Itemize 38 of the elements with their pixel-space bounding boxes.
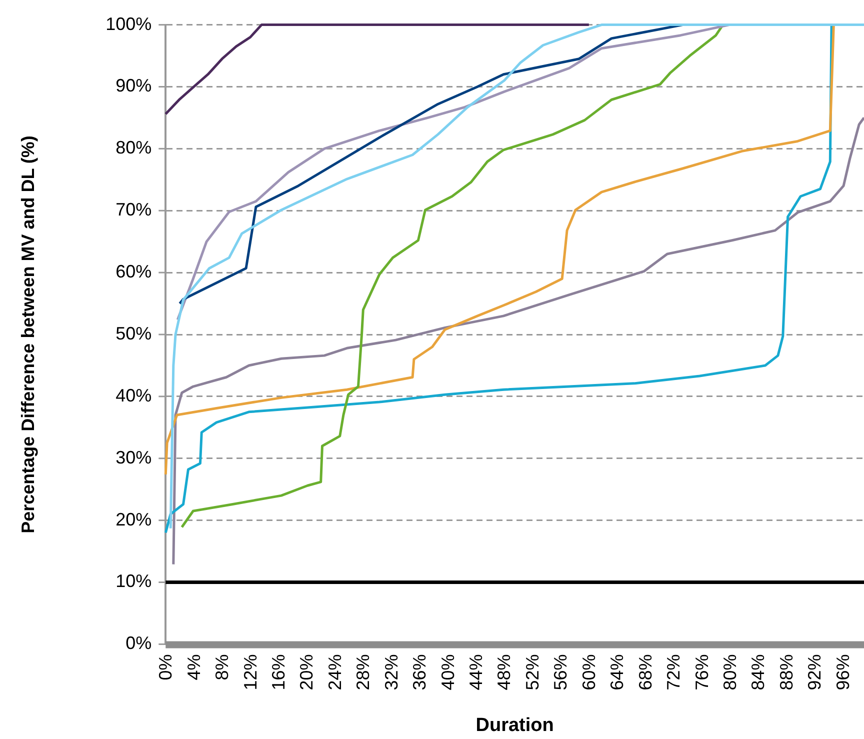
x-tick-label: 12% (240, 654, 260, 690)
x-tick-label: 40% (438, 654, 458, 690)
y-tick-label: 50% (116, 323, 152, 344)
x-tick-label: 32% (381, 654, 402, 690)
y-tick-label: 60% (116, 262, 152, 282)
x-tick-label: 36% (410, 654, 430, 690)
x-tick-label: 20% (296, 654, 317, 690)
x-tick-label: 72% (664, 654, 684, 690)
y-tick-label: 70% (116, 200, 152, 220)
y-axis-title: Percentage Difference between MV and DL (%) (18, 136, 38, 534)
x-tick-label: 64% (607, 654, 628, 690)
y-tick-label: 30% (116, 447, 152, 468)
x-tick-label: 44% (466, 654, 486, 690)
y-tick-label: 0% (126, 633, 152, 654)
x-tick-label: 8% (212, 654, 232, 680)
x-tick-label: 96% (832, 654, 853, 690)
x-tick-label: 16% (268, 654, 289, 690)
x-tick-label: 24% (324, 654, 345, 690)
y-tick-label: 90% (116, 76, 152, 96)
x-tick-label: 48% (494, 654, 514, 690)
y-tick-label: 20% (116, 509, 152, 530)
x-tick-label: 4% (184, 654, 204, 680)
x-tick-label: 68% (635, 654, 656, 690)
x-tick-label: 80% (720, 654, 740, 690)
x-tick-label: 0% (156, 654, 176, 680)
x-tick-label: 92% (804, 654, 825, 690)
x-tick-label: 84% (748, 654, 768, 690)
x-tick-label: 56% (550, 654, 571, 690)
x-tick-label: 52% (522, 654, 542, 690)
x-tick-label: 76% (692, 654, 712, 690)
y-tick-label: 100% (106, 14, 152, 34)
y-tick-label: 10% (116, 571, 152, 592)
x-tick-label: 28% (353, 654, 374, 690)
x-tick-label: 60% (578, 654, 599, 690)
x-tick-label: 88% (776, 654, 796, 690)
x-axis-title: Duration (476, 714, 554, 736)
y-tick-label: 80% (116, 138, 152, 158)
y-tick-label: 40% (116, 385, 152, 406)
